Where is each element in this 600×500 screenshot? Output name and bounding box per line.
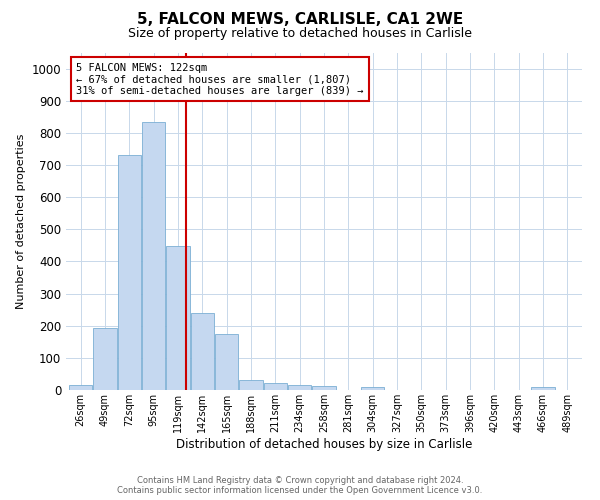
Bar	[215, 334, 238, 390]
Bar	[191, 313, 214, 390]
Bar	[118, 156, 141, 390]
Text: 5 FALCON MEWS: 122sqm
← 67% of detached houses are smaller (1,807)
31% of semi-d: 5 FALCON MEWS: 122sqm ← 67% of detached …	[76, 62, 364, 96]
Bar	[532, 388, 554, 390]
X-axis label: Distribution of detached houses by size in Carlisle: Distribution of detached houses by size …	[176, 438, 472, 450]
Bar	[288, 384, 311, 390]
Y-axis label: Number of detached properties: Number of detached properties	[16, 134, 26, 309]
Text: Contains HM Land Registry data © Crown copyright and database right 2024.
Contai: Contains HM Land Registry data © Crown c…	[118, 476, 482, 495]
Bar	[166, 246, 190, 390]
Bar	[361, 388, 384, 390]
Bar	[69, 385, 92, 390]
Bar	[239, 380, 263, 390]
Bar	[142, 122, 165, 390]
Bar	[94, 328, 116, 390]
Bar	[264, 383, 287, 390]
Text: Size of property relative to detached houses in Carlisle: Size of property relative to detached ho…	[128, 28, 472, 40]
Bar	[313, 386, 335, 390]
Text: 5, FALCON MEWS, CARLISLE, CA1 2WE: 5, FALCON MEWS, CARLISLE, CA1 2WE	[137, 12, 463, 28]
